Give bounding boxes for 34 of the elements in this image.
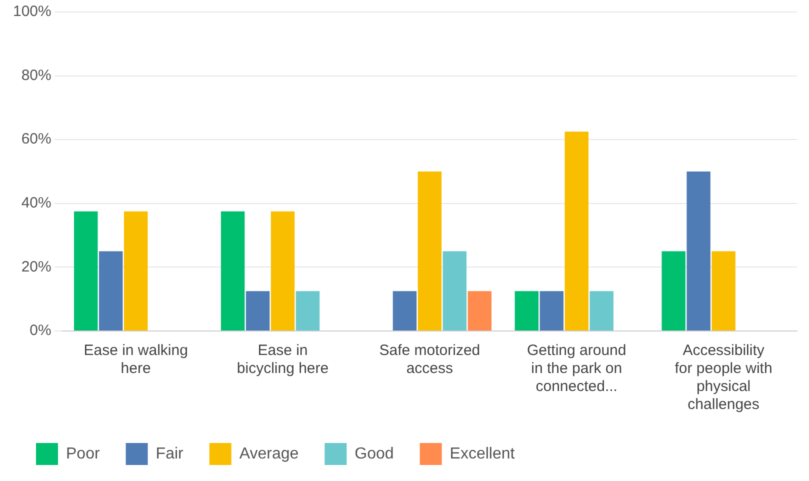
bar [270,211,295,330]
bar [514,291,539,330]
y-tick-label: 100% [12,3,52,20]
bar [246,291,270,330]
legend-label: Poor [66,445,100,462]
bar [564,132,588,330]
x-tick-label: Getting around in the park on connected... [526,342,626,396]
legend-label: Fair [156,445,184,462]
legend-label: Average [239,445,299,462]
x-tick-label: Safe motorized access [379,342,480,378]
y-tick-label: 80% [21,66,52,84]
bar [296,291,320,330]
bar [98,251,123,330]
x-tick-label: Accessibility for people with physical challenges [674,342,772,414]
y-tick-label: 0% [30,322,52,340]
bar [590,291,614,330]
bar [686,172,710,330]
bar [662,251,686,330]
y-tick-label: 40% [21,194,52,212]
legend-label: Good [354,445,394,462]
y-tick-label: 60% [21,130,52,148]
bar [468,291,492,330]
x-tick-label: Ease in bicycling here [236,342,329,378]
y-tick-label: 20% [21,258,52,276]
bar [74,211,98,330]
bar [418,172,442,330]
bar [392,291,417,330]
x-tick-label: Ease in walking here [84,342,188,378]
bar [540,291,564,330]
legend-label: Excellent [450,445,516,462]
bar [442,251,467,330]
bar [124,211,148,330]
bar [220,211,245,330]
bar [712,251,736,330]
